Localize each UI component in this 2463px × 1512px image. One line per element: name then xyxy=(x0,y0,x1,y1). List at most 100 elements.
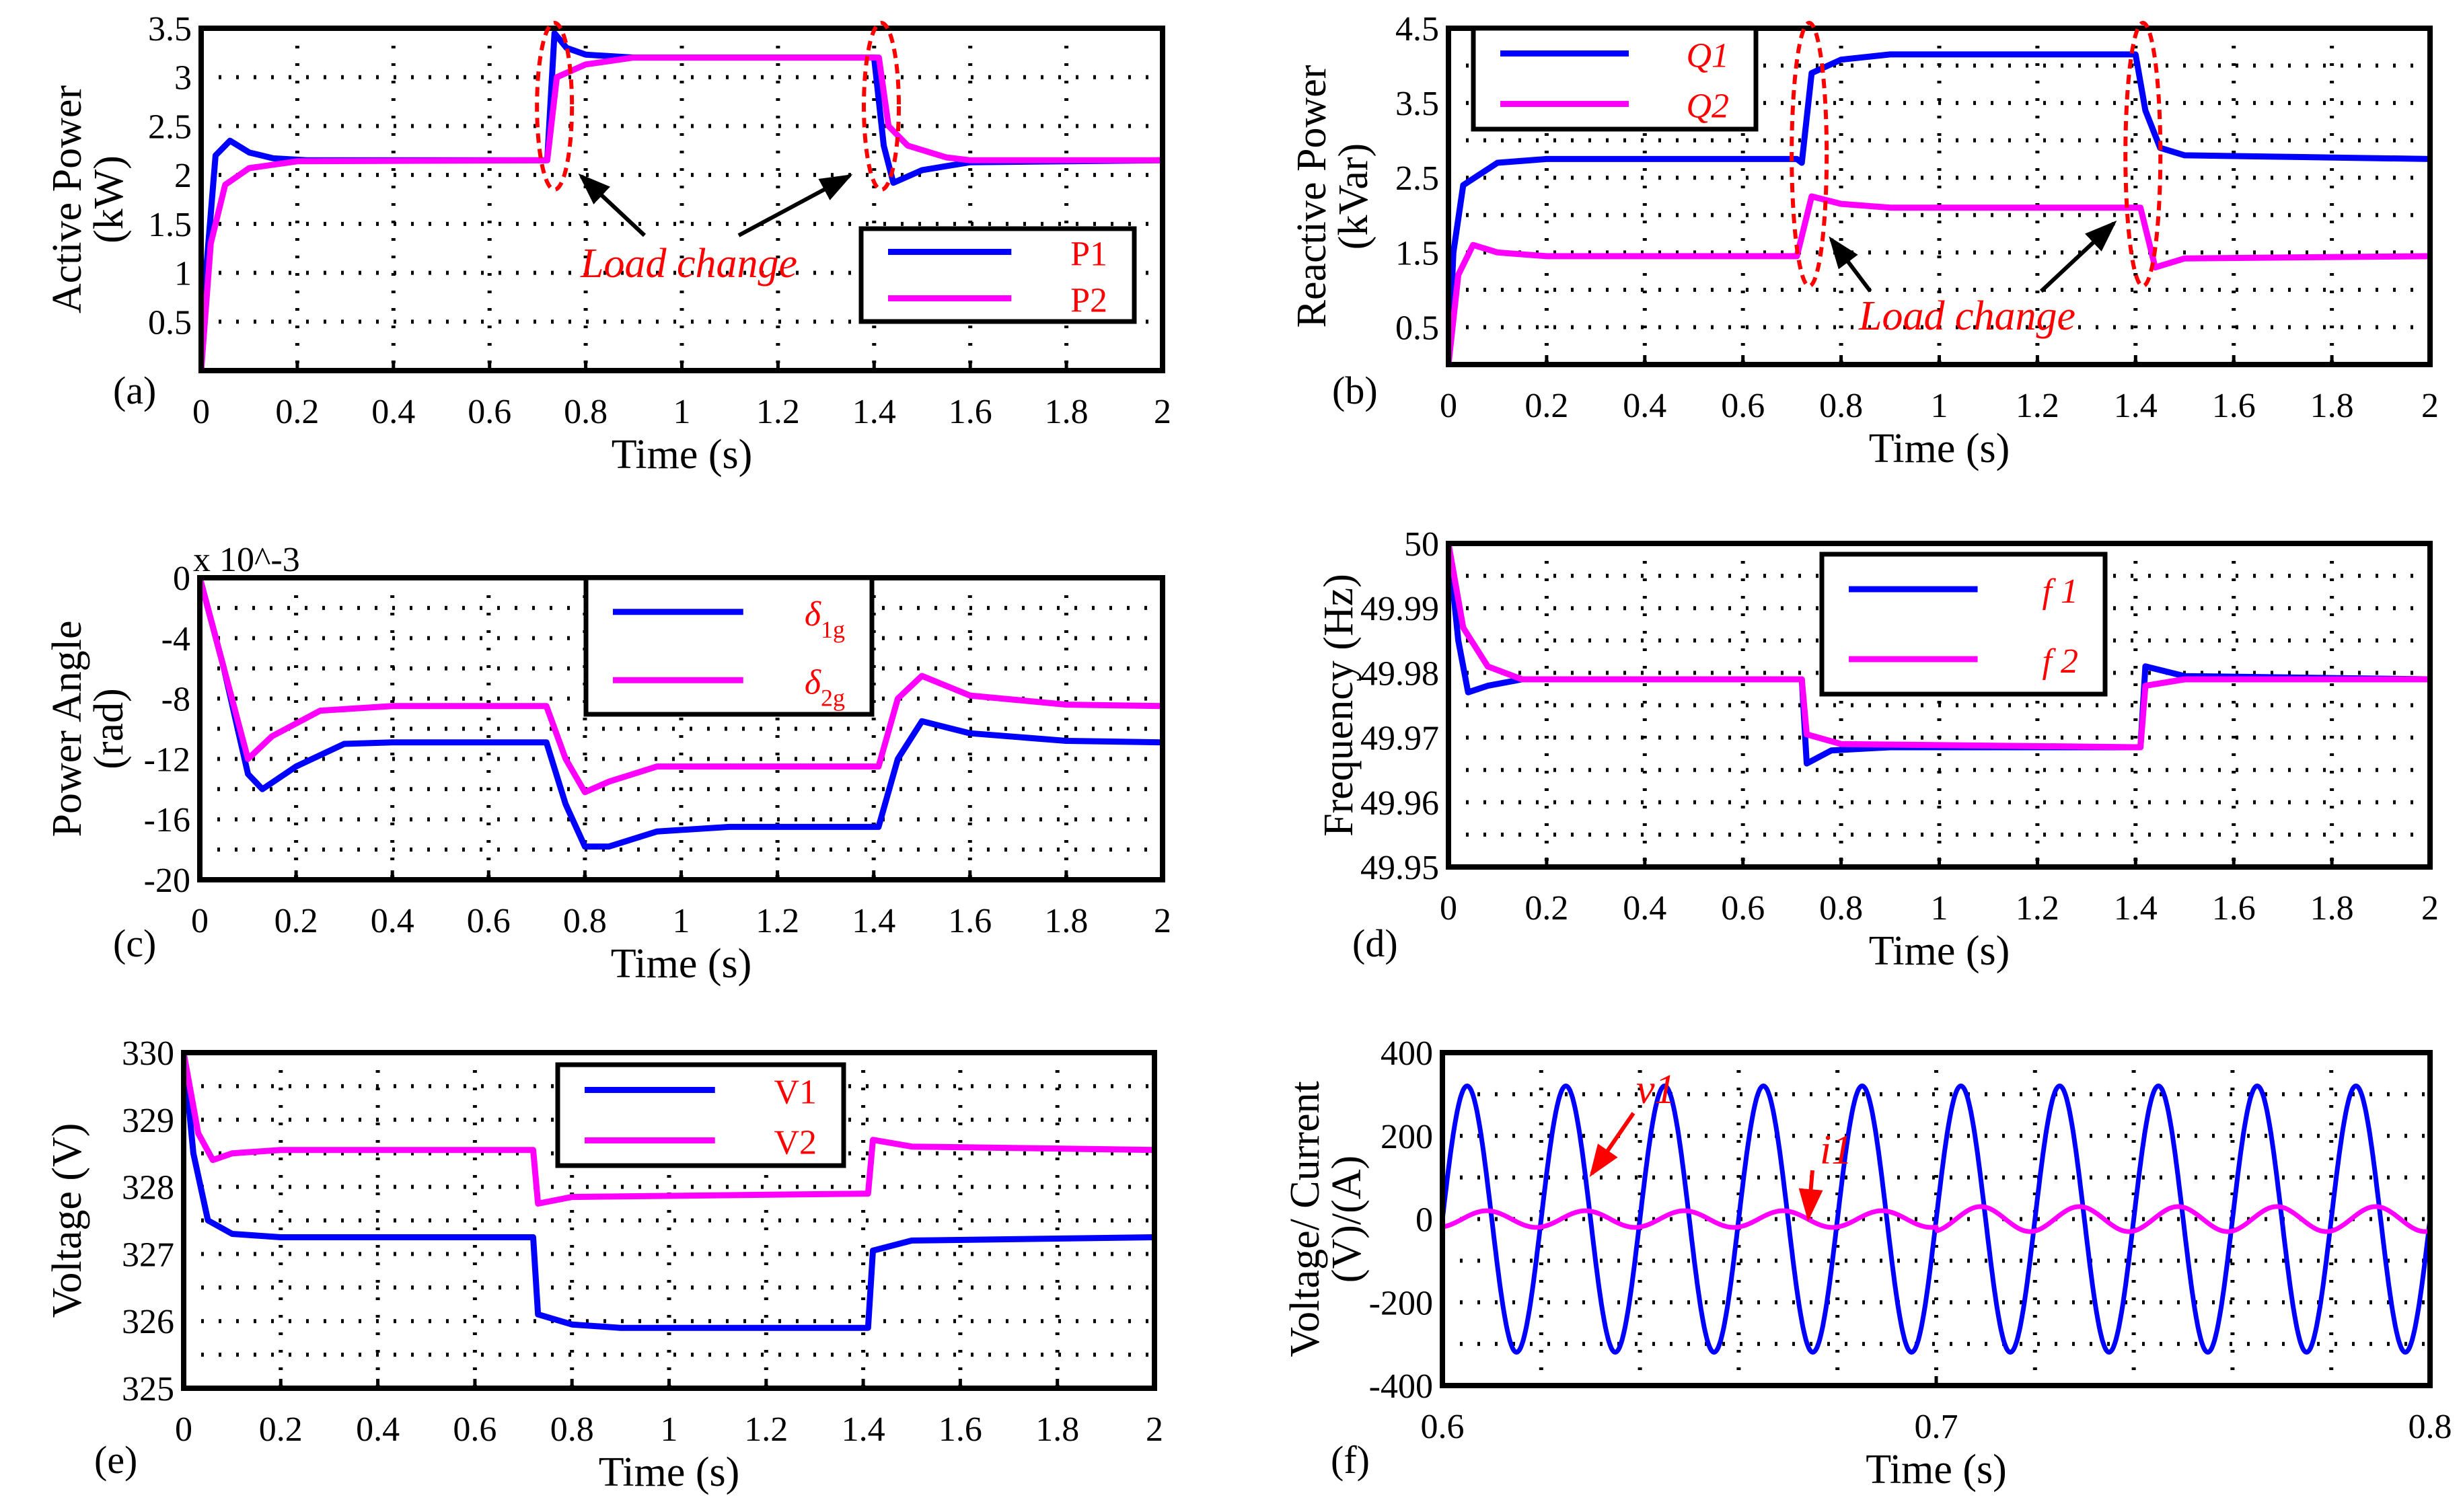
x-tick-label: 2 xyxy=(2421,387,2439,425)
series-line-f1 xyxy=(1448,543,2430,767)
x-tick-label: 1 xyxy=(673,393,691,431)
legend-label: P1 xyxy=(1070,235,1107,274)
series-line-f2 xyxy=(1448,543,2430,751)
load-change-ellipse xyxy=(2123,21,2163,289)
x-tick-label: 0 xyxy=(1440,889,1457,928)
y-axis-label: Active Power(kW) xyxy=(44,85,132,314)
x-tick-label: 0.2 xyxy=(259,1410,303,1449)
x-axis-label: Time (s) xyxy=(599,1449,740,1495)
x-tick-label: 0 xyxy=(175,1410,192,1449)
y-tick-label: 0 xyxy=(173,560,190,598)
series-line-δ2g xyxy=(200,576,1163,796)
x-tick-label: 0.6 xyxy=(1721,889,1765,928)
x-tick-label: 1.8 xyxy=(2310,387,2354,425)
series-line-V2 xyxy=(184,1052,1154,1207)
y-axis-label-line: Reactive Power xyxy=(1289,65,1335,328)
y-axis-label-line: (rad) xyxy=(86,688,132,769)
y-tick-label: 329 xyxy=(122,1102,174,1140)
gridlines xyxy=(1448,28,2430,365)
panel-label: (d) xyxy=(1352,921,1398,965)
legend-box xyxy=(555,1062,846,1168)
x-tick-label: 1 xyxy=(1931,889,1948,928)
panel-label: (f) xyxy=(1331,1438,1370,1482)
panel-label: (e) xyxy=(94,1438,137,1482)
series-line-δ1g xyxy=(200,576,1163,850)
x-tick-label: 1.4 xyxy=(2114,387,2158,425)
x-tick-label: 0.4 xyxy=(356,1410,400,1449)
x-tick-label: 2 xyxy=(1154,902,1171,940)
x-tick-label: 1.6 xyxy=(939,1410,982,1449)
y-tick-label: 0.5 xyxy=(1395,309,1439,347)
series-line-P1 xyxy=(201,30,1163,371)
x-tick-label: 1.6 xyxy=(949,393,992,431)
y-axis-label: Frequency (Hz) xyxy=(1316,574,1362,837)
y-axis-label: Power Angle(rad) xyxy=(44,620,132,837)
legend-label: Q2 xyxy=(1686,87,1729,126)
legend: f 1 f 2 xyxy=(1819,552,2108,697)
x-tick-label: 1 xyxy=(673,902,690,940)
y-tick-label: 4.5 xyxy=(1395,10,1439,48)
arrow-icon xyxy=(1829,236,1872,293)
series-line-P2 xyxy=(201,54,1163,371)
panel-label: (a) xyxy=(113,369,156,412)
legend-label: f 2 xyxy=(2043,642,2078,681)
y-axis-label: Reactive Power(kVar) xyxy=(1289,65,1376,328)
chart-e: 0 0.2 0.4 0.6 0.8 1 1.2 1.4 1.6 1.8 2 325 326 327 328 3… xyxy=(44,1034,1163,1495)
x-tick-label: 1.2 xyxy=(744,1410,788,1449)
chart-f: 0.6 0.7 0.8 400 200 0 -200 -400 Time (s) Voltage/… xyxy=(1282,1034,2452,1492)
y-axis-label: Voltage/ Current(V)/(A) xyxy=(1282,1081,1370,1357)
load-change-ellipse xyxy=(535,21,575,192)
legend-label: V1 xyxy=(774,1073,817,1112)
arrow-icon xyxy=(1589,1112,1635,1177)
y-tick-label: 49.99 xyxy=(1360,590,1439,628)
x-tick-label: 0.2 xyxy=(275,393,319,431)
x-tick-label: 1.8 xyxy=(1044,902,1088,940)
series-line-V1 xyxy=(184,1052,1154,1331)
x-tick-label: 1.4 xyxy=(852,393,896,431)
x-tick-label: 0.4 xyxy=(1623,889,1666,928)
y-tick-label: 2.5 xyxy=(148,108,192,146)
legend-box xyxy=(583,575,875,717)
y-tick-label: 327 xyxy=(122,1236,174,1274)
x-tick-label: 0.6 xyxy=(1721,387,1765,425)
x-tick-label: 0.8 xyxy=(550,1410,594,1449)
legend-box xyxy=(858,226,1137,324)
y-axis-label-line: (V)/(A) xyxy=(1324,1156,1370,1283)
y-tick-label: -8 xyxy=(161,681,190,719)
y-tick-label: 50 xyxy=(1404,525,1439,564)
series-line-i1 xyxy=(1442,1204,2430,1234)
panel-label: (b) xyxy=(1332,369,1378,412)
x-tick-label: 1.6 xyxy=(2212,889,2256,928)
x-tick-label: 0.8 xyxy=(1819,889,1863,928)
arrow-icon xyxy=(737,174,853,237)
x-tick-label: 1.6 xyxy=(2212,387,2256,425)
y-tick-label: 3 xyxy=(174,59,192,98)
legend-label: δ2g xyxy=(805,663,845,711)
legend-label: Q1 xyxy=(1686,37,1729,75)
y-tick-label: 1 xyxy=(174,255,192,293)
x-tick-label: 0 xyxy=(1440,387,1457,425)
x-tick-label: 1.8 xyxy=(1045,393,1089,431)
x-tick-label: 0.8 xyxy=(1819,387,1863,425)
y-tick-label: 200 xyxy=(1381,1118,1433,1156)
chart-a: 0 0.2 0.4 0.6 0.8 1 1.2 1.4 1.6 1.8 2 0.5 1 1.5 2 2.5 3 3… xyxy=(44,10,1171,478)
x-tick-label: 0.6 xyxy=(468,393,511,431)
y-axis-label-line: Power Angle xyxy=(44,620,90,837)
x-tick-label: 0.2 xyxy=(1524,889,1568,928)
x-tick-label: 0.2 xyxy=(274,902,318,940)
x-tick-label: 0.7 xyxy=(1915,1408,1958,1446)
y-tick-label: 2 xyxy=(174,157,192,195)
x-tick-label: 1.6 xyxy=(948,902,992,940)
arrow-icon xyxy=(578,173,647,237)
y-tick-label: -16 xyxy=(144,801,190,839)
chart-d: 0 0.2 0.4 0.6 0.8 1 1.2 1.4 1.6 1.8 2 50 49.99 49.98 4… xyxy=(1316,525,2439,974)
y-tick-label: 3.5 xyxy=(148,10,192,48)
legend-box xyxy=(1819,552,2108,697)
x-axis-label: Time (s) xyxy=(611,941,752,987)
x-tick-label: 1.4 xyxy=(842,1410,885,1449)
series-line-Q1 xyxy=(1448,51,2430,365)
